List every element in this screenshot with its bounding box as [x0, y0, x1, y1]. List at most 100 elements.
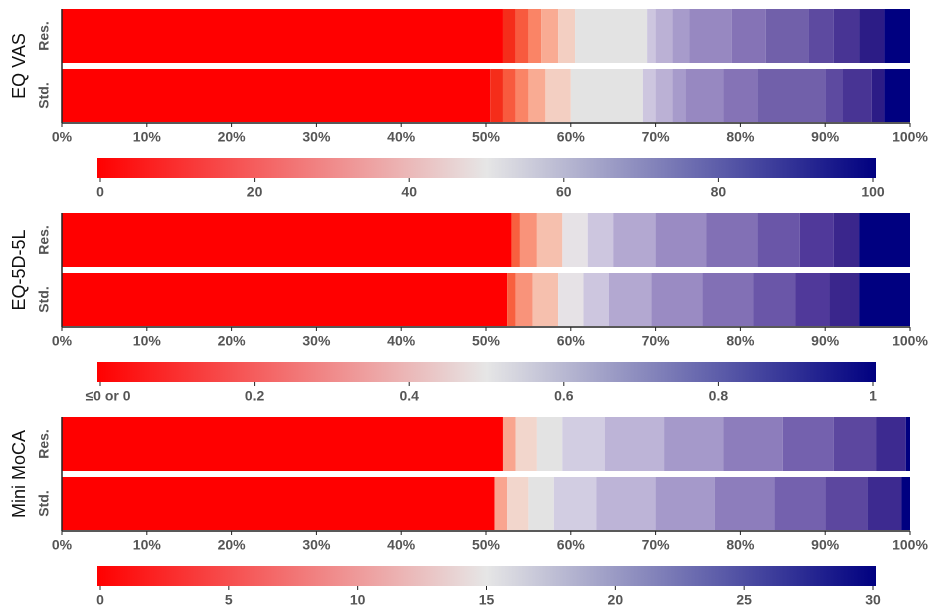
bar-segment	[62, 213, 512, 267]
colorbar-tick-label: 30	[865, 592, 881, 608]
bar-segment	[642, 69, 656, 122]
x-tick-label: 60%	[557, 129, 586, 145]
bar-segment	[608, 273, 652, 326]
x-tick-label: 20%	[218, 129, 247, 145]
bar-segment	[532, 273, 559, 326]
colorbar-tick-label: 25	[736, 592, 752, 608]
x-tick-label: 100%	[892, 333, 928, 349]
bar-segment	[833, 417, 877, 471]
category-label: Res.	[36, 225, 52, 255]
bar-segment	[884, 9, 910, 63]
x-tick-label: 70%	[642, 333, 671, 349]
x-tick-label: 90%	[811, 129, 840, 145]
x-tick-label: 70%	[642, 129, 671, 145]
bar-segment	[765, 9, 809, 63]
bar-segment	[515, 273, 533, 326]
x-tick-label: 0%	[52, 537, 73, 553]
bar-segment	[731, 9, 766, 63]
bar-segment	[905, 417, 910, 471]
x-tick-label: 10%	[133, 333, 162, 349]
bar-segment	[62, 417, 503, 471]
x-tick-label: 80%	[726, 537, 755, 553]
bar-segment	[672, 9, 690, 63]
bar-segment	[655, 477, 715, 530]
bar-segment	[515, 69, 529, 122]
bar-segment	[562, 417, 605, 471]
colorbar	[97, 158, 876, 178]
x-tick-label: 30%	[302, 129, 331, 145]
bar-segment	[502, 9, 516, 63]
x-tick-label: 40%	[387, 333, 416, 349]
bar-segment	[545, 69, 571, 122]
x-tick-label: 20%	[218, 333, 247, 349]
colorbar-tick-label: 0.8	[709, 388, 729, 404]
y-axis-title: EQ-5D-5L	[9, 229, 29, 310]
bar-segment	[833, 213, 860, 267]
bar-segment	[528, 9, 542, 63]
bar-segment	[62, 477, 495, 530]
bar-segment	[536, 417, 563, 471]
bar-segment	[502, 69, 516, 122]
bar-segment	[536, 213, 563, 267]
x-tick-label: 50%	[472, 129, 501, 145]
x-tick-label: 50%	[472, 537, 501, 553]
bar-segment	[507, 273, 516, 326]
colorbar-tick-label: 60	[556, 184, 572, 200]
bar-segment	[808, 9, 834, 63]
bar-segment	[613, 213, 656, 267]
bar-segment	[672, 69, 686, 122]
bar-segment	[596, 477, 656, 530]
x-tick-label: 40%	[387, 537, 416, 553]
bar-segment	[757, 69, 826, 122]
bar-segment	[825, 477, 868, 530]
x-tick-label: 100%	[892, 537, 928, 553]
bar-segment	[511, 213, 520, 267]
bar-segment	[528, 477, 554, 530]
bar-segment	[706, 213, 758, 267]
bar-segment	[62, 69, 491, 122]
bar-segment	[833, 9, 860, 63]
bar-segment	[558, 9, 576, 63]
bar-segment	[859, 273, 910, 326]
colorbar-tick-label: 80	[711, 184, 727, 200]
category-label: Res.	[36, 429, 52, 459]
bar-segment	[871, 69, 885, 122]
bar-segment	[757, 213, 800, 267]
bar-segment	[859, 9, 885, 63]
x-tick-label: 100%	[892, 129, 928, 145]
colorbar-tick-label: 20	[247, 184, 263, 200]
colorbar-tick-label: 100	[861, 184, 885, 200]
x-tick-label: 0%	[52, 333, 73, 349]
x-tick-label: 60%	[557, 537, 586, 553]
bar-segment	[558, 273, 584, 326]
x-tick-label: 20%	[218, 537, 247, 553]
bar-segment	[774, 477, 826, 530]
x-tick-label: 90%	[811, 537, 840, 553]
bar-segment	[62, 273, 508, 326]
bar-segment	[723, 417, 783, 471]
bar-segment	[685, 69, 724, 122]
bar-segment	[528, 69, 546, 122]
bar-segment	[553, 477, 597, 530]
bar-segment	[723, 69, 758, 122]
colorbar	[97, 362, 876, 382]
bar-segment	[664, 417, 724, 471]
x-tick-label: 10%	[133, 537, 162, 553]
bar-segment	[753, 273, 796, 326]
bar-segment	[859, 213, 910, 267]
x-tick-label: 0%	[52, 129, 73, 145]
colorbar-tick-label: 0.2	[245, 388, 265, 404]
bar-segment	[541, 9, 559, 63]
bar-segment	[515, 9, 529, 63]
y-axis-title: Mini MoCA	[9, 430, 29, 518]
colorbar-tick-label: 0	[96, 592, 104, 608]
bar-segment	[689, 9, 732, 63]
x-tick-label: 80%	[726, 129, 755, 145]
bar-segment	[655, 9, 673, 63]
bar-segment	[583, 273, 609, 326]
bar-segment	[795, 273, 830, 326]
x-tick-label: 70%	[642, 537, 671, 553]
colorbar-tick-label: 0.6	[554, 388, 574, 404]
bar-segment	[490, 69, 503, 122]
